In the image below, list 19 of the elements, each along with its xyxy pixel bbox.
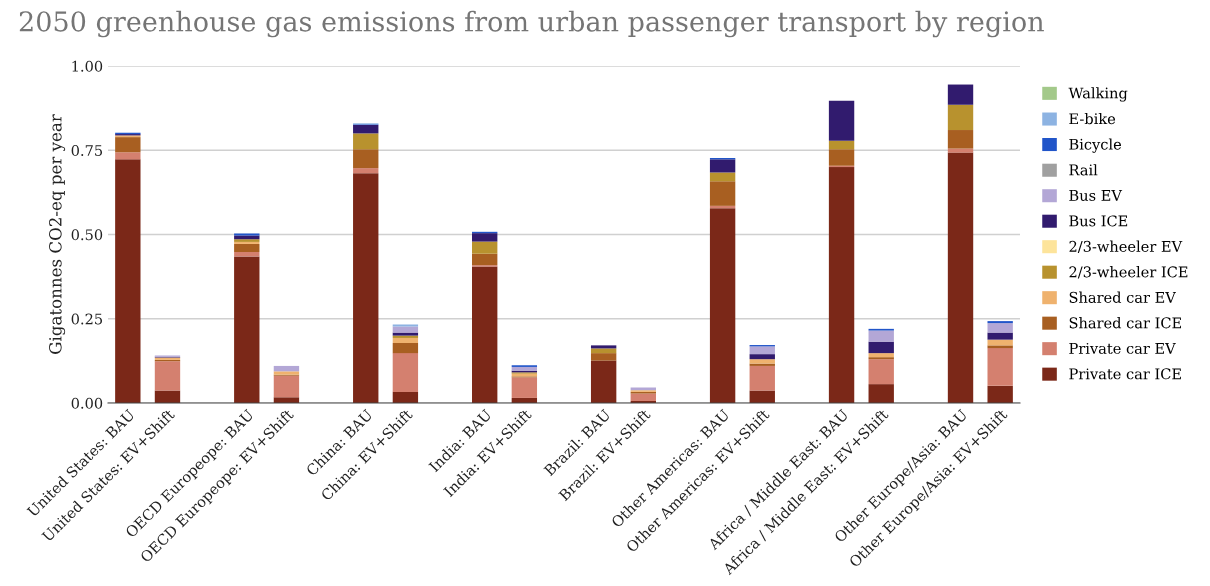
legend-label: Shared car EV [1069, 291, 1177, 303]
y-tick-label: 0.50 [71, 229, 103, 241]
legend-label: Rail [1069, 164, 1098, 176]
y-axis-title: Gigatonnes CO2-eq per year [49, 114, 66, 354]
legend-label: Private car EV [1069, 342, 1176, 354]
y-tick-label: 0.00 [71, 397, 103, 409]
legend-label: E-bike [1069, 112, 1116, 125]
chart-title: 2050 greenhouse gas emissions from urban passenger transport by region [19, 10, 1044, 38]
legend-label: Bus ICE [1069, 215, 1128, 227]
legend-label: Private car ICE [1069, 368, 1181, 380]
legend-label: Shared car ICE [1069, 317, 1182, 329]
y-tick-label: 0.25 [71, 313, 103, 325]
legend-label: 2/3-wheeler EV [1069, 240, 1183, 254]
y-tick-label: 0.75 [71, 144, 103, 156]
y-tick-label: 1.00 [72, 60, 103, 72]
legend-label: Bicycle [1069, 138, 1122, 153]
legend-label: 2/3-wheeler ICE [1069, 266, 1188, 279]
legend-label: Walking [1068, 87, 1128, 102]
legend-label: Bus EV [1069, 190, 1123, 201]
